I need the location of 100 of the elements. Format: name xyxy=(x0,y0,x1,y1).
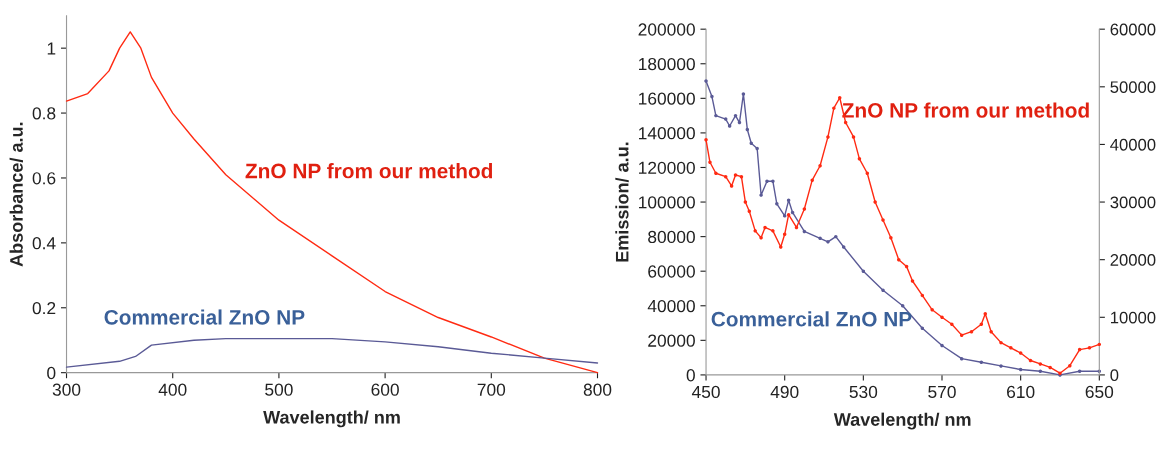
y2-tick-label: 40000 xyxy=(1110,138,1156,151)
y-tick-label: 0.6 xyxy=(32,172,56,185)
x-tick-label: 610 xyxy=(1007,385,1035,399)
y-tick-label: 100000 xyxy=(639,196,695,209)
point xyxy=(704,79,708,83)
point xyxy=(834,234,838,239)
x-tick-label: 570 xyxy=(928,385,956,399)
point xyxy=(826,240,830,244)
point xyxy=(743,200,748,204)
point xyxy=(802,229,807,234)
point xyxy=(1068,363,1072,368)
y-tick-label: 0 xyxy=(47,366,56,380)
x-tick-label: 600 xyxy=(371,383,399,396)
point xyxy=(790,210,795,215)
y-tick-label: 0.4 xyxy=(32,237,56,250)
point xyxy=(771,179,775,184)
x-tick-label: 530 xyxy=(849,385,878,399)
point xyxy=(786,212,791,217)
point xyxy=(1018,367,1023,372)
y-tick-label: 0 xyxy=(686,369,695,382)
point xyxy=(959,333,964,337)
point xyxy=(818,164,822,168)
y2-tick-label: 20000 xyxy=(1110,254,1156,266)
point xyxy=(1077,347,1082,352)
point xyxy=(920,293,925,298)
series-label: Commercial ZnO NP xyxy=(104,309,305,325)
point xyxy=(1028,358,1033,363)
point xyxy=(920,326,925,330)
x-axis-title: Wavelength/ nm xyxy=(263,410,400,428)
point xyxy=(1087,346,1092,350)
point xyxy=(930,308,934,312)
x-tick-label: 450 xyxy=(691,385,720,399)
y2-tick-label: 50000 xyxy=(1110,81,1156,94)
y-tick-label: 0.2 xyxy=(32,301,56,315)
point xyxy=(999,364,1003,368)
point xyxy=(897,257,901,262)
point xyxy=(1048,365,1052,370)
line-series xyxy=(65,337,599,368)
point xyxy=(959,356,964,361)
point xyxy=(739,174,744,179)
point xyxy=(710,94,714,99)
point xyxy=(723,174,728,179)
y-tick-label: 180000 xyxy=(639,57,695,71)
point xyxy=(794,225,799,230)
x-tick-label: 300 xyxy=(52,383,81,396)
point xyxy=(861,269,866,273)
point xyxy=(737,120,742,125)
series-label: ZnO NP from our method xyxy=(245,163,493,179)
x-axis-title: Wavelength/ nm xyxy=(833,412,971,430)
point xyxy=(873,200,877,204)
point xyxy=(786,198,791,203)
point xyxy=(802,207,807,211)
point xyxy=(881,288,885,292)
x-tick-label: 500 xyxy=(265,383,293,396)
y2-tick-label: 60000 xyxy=(1110,23,1156,36)
y-tick-label: 40000 xyxy=(647,299,695,313)
point xyxy=(940,315,944,320)
point xyxy=(979,360,984,365)
y-tick-label: 140000 xyxy=(639,127,695,140)
point xyxy=(714,113,718,118)
y2-tick-label: 10000 xyxy=(1111,311,1156,324)
point xyxy=(745,127,750,132)
point xyxy=(904,264,909,269)
point xyxy=(1077,369,1082,374)
point xyxy=(753,229,757,233)
y2-tick-label: 0 xyxy=(1110,369,1119,382)
point xyxy=(889,236,893,240)
y-axis-title: Emission/ a.u. xyxy=(615,142,629,262)
point xyxy=(969,329,974,334)
y-tick-label: 20000 xyxy=(648,334,695,347)
point xyxy=(826,135,830,139)
point xyxy=(708,160,712,165)
point xyxy=(704,138,708,142)
y-tick-label: 80000 xyxy=(648,230,695,244)
point xyxy=(900,304,905,308)
point xyxy=(759,193,763,197)
point xyxy=(810,178,814,182)
y-axis-title: Absorbance/ a.u. xyxy=(9,122,24,267)
point xyxy=(765,179,769,184)
point xyxy=(782,232,787,237)
x-tick-label: 490 xyxy=(770,385,799,399)
point xyxy=(983,312,987,316)
point xyxy=(714,171,718,175)
point xyxy=(818,236,822,241)
point xyxy=(1038,362,1043,366)
point xyxy=(782,214,787,218)
point xyxy=(989,329,993,334)
y-tick-label: 120000 xyxy=(639,161,695,174)
point xyxy=(723,117,728,121)
point xyxy=(881,218,885,222)
y-tick-label: 160000 xyxy=(639,92,695,105)
point xyxy=(832,106,836,110)
point xyxy=(733,113,738,118)
x-tick-label: 650 xyxy=(1085,385,1114,399)
point xyxy=(771,229,775,233)
x-tick-label: 800 xyxy=(583,383,612,396)
point xyxy=(857,157,862,161)
point xyxy=(1038,369,1043,374)
x-tick-label: 700 xyxy=(477,383,506,396)
y-tick-label: 0.8 xyxy=(32,107,56,120)
